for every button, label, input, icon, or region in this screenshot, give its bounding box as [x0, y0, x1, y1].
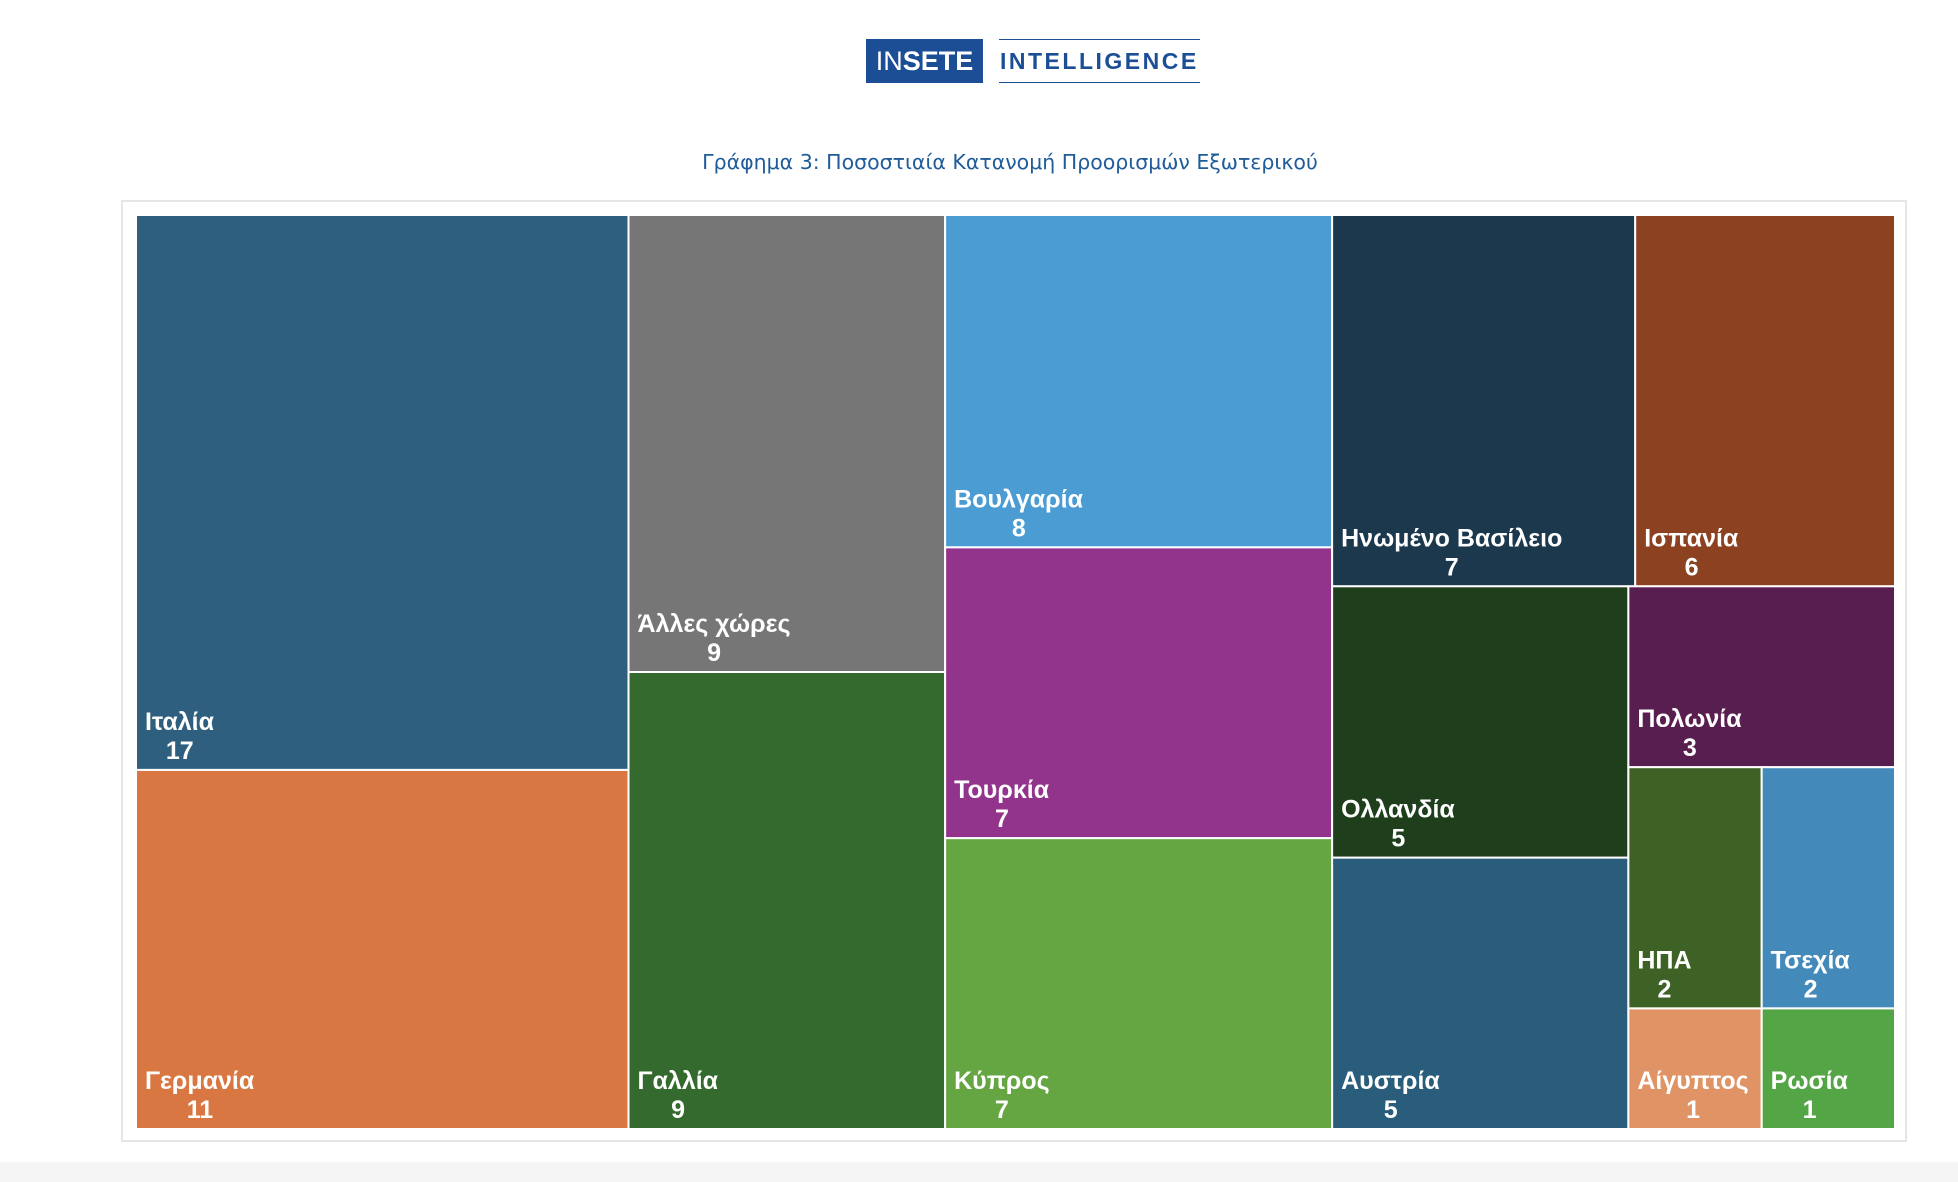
- logo-in-text: IN: [875, 45, 903, 76]
- treemap-tile-rect: [135, 214, 630, 771]
- tile-value: 6: [1685, 553, 1699, 581]
- logo-sete-text: SETE: [902, 45, 974, 76]
- tile-label: Ισπανία: [1644, 524, 1739, 552]
- logo-intelligence-text: INTELLIGENCE: [999, 39, 1200, 83]
- bottom-strip: [0, 1162, 1958, 1182]
- tile-label: Αίγυπτος: [1637, 1067, 1748, 1095]
- treemap-tile-rect: [1627, 1007, 1763, 1130]
- tile-label: Γερμανία: [145, 1067, 255, 1095]
- treemap-tile-rect: [627, 214, 947, 673]
- tile-value: 2: [1658, 975, 1672, 1003]
- tile-label: Άλλες χώρες: [638, 610, 791, 638]
- treemap-tile-rect: [1634, 214, 1896, 588]
- tile-value: 1: [1803, 1096, 1817, 1124]
- tile-value: 2: [1804, 975, 1818, 1003]
- tile-label: Ιταλία: [145, 708, 215, 736]
- treemap-tile-rect: [1331, 214, 1637, 588]
- tile-value: 11: [187, 1096, 214, 1124]
- tile-value: 1: [1686, 1096, 1700, 1124]
- treemap-tile-rect: [944, 837, 1334, 1130]
- tile-value: 3: [1683, 734, 1697, 762]
- treemap-tile-rect: [135, 768, 630, 1131]
- tile-value: 8: [1012, 514, 1026, 542]
- treemap-tile-rect: [1331, 856, 1630, 1130]
- tile-value: 7: [1445, 553, 1459, 581]
- tile-value: 7: [995, 805, 1009, 833]
- chart-title: Γράφημα 3: Ποσοστιαία Κατανομή Προορισμώ…: [702, 150, 1318, 174]
- tile-label: Τσεχία: [1771, 946, 1851, 974]
- tile-label: Αυστρία: [1341, 1067, 1440, 1095]
- treemap-tile-rect: [1760, 1007, 1896, 1130]
- treemap-tile-rect: [944, 214, 1334, 549]
- tile-label: Ηνωμένο Βασίλειο: [1341, 524, 1562, 552]
- tile-label: Βουλγαρία: [954, 485, 1083, 513]
- tile-value: 7: [995, 1096, 1009, 1124]
- tile-value: 9: [671, 1096, 685, 1124]
- insete-logo: IN SETE INTELLIGENCE: [866, 39, 1200, 83]
- logo-insete-box: IN SETE: [866, 39, 983, 83]
- tile-value: 5: [1391, 825, 1405, 853]
- tile-label: Πολωνία: [1637, 705, 1742, 733]
- tile-label: Γαλλία: [638, 1067, 719, 1095]
- treemap-tile-rect: [1331, 585, 1630, 859]
- treemap-tile-rect: [1627, 585, 1897, 769]
- tile-label: ΗΠΑ: [1637, 946, 1691, 974]
- tile-value: 17: [166, 737, 194, 765]
- treemap-tile-rect: [1627, 766, 1763, 1010]
- treemap-tile-rect: [1760, 766, 1896, 1010]
- tile-label: Ολλανδία: [1341, 796, 1455, 824]
- tile-value: 5: [1384, 1096, 1398, 1124]
- treemap-tile-rect: [944, 546, 1334, 840]
- tile-label: Κύπρος: [954, 1067, 1049, 1095]
- treemap-tile-rect: [627, 671, 947, 1130]
- tile-label: Ρωσία: [1771, 1067, 1849, 1095]
- tile-label: Τουρκία: [954, 776, 1050, 804]
- tile-value: 9: [707, 639, 721, 667]
